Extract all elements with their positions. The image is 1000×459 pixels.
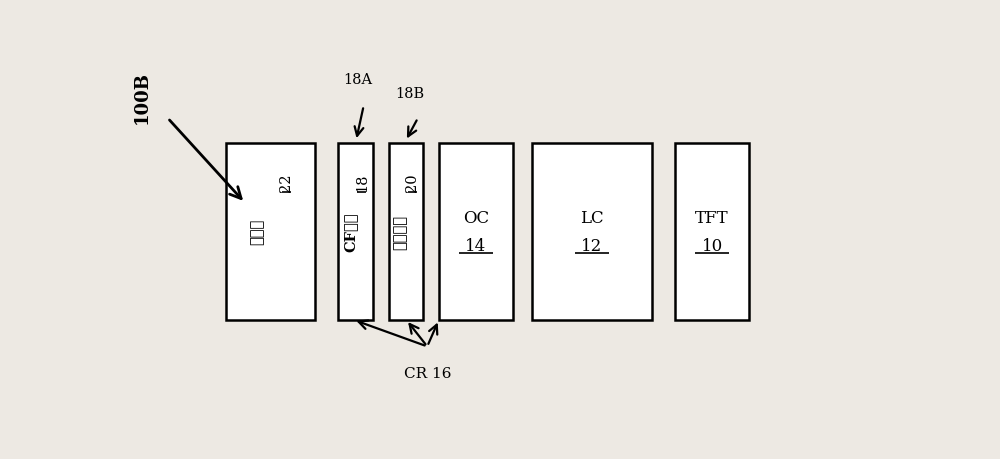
Bar: [226, 143, 315, 320]
Text: 18A: 18A: [343, 73, 372, 87]
Text: 18B: 18B: [396, 87, 425, 101]
Bar: [388, 143, 423, 320]
Text: 偏光片: 偏光片: [250, 218, 264, 245]
Text: 20: 20: [405, 173, 419, 191]
Text: 14: 14: [465, 237, 486, 254]
Bar: [532, 143, 652, 320]
Text: 100B: 100B: [133, 71, 151, 124]
Text: CR 16: CR 16: [404, 366, 451, 380]
Text: 18: 18: [355, 173, 369, 191]
Text: 12: 12: [581, 237, 603, 254]
Text: OC: OC: [463, 209, 489, 226]
Text: CF基板: CF基板: [343, 212, 357, 252]
Text: LC: LC: [580, 209, 604, 226]
Text: 22: 22: [279, 173, 293, 191]
Text: 感测电极: 感测电极: [394, 214, 408, 249]
Text: TFT: TFT: [695, 209, 729, 226]
Text: 10: 10: [701, 237, 723, 254]
Bar: [439, 143, 512, 320]
Bar: [675, 143, 749, 320]
Bar: [338, 143, 373, 320]
